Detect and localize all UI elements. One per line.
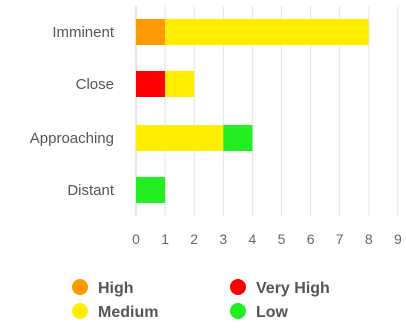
x-tick-label: 1 (161, 231, 169, 247)
bar-segment (136, 177, 166, 203)
bar-segment (136, 125, 224, 151)
legend-label: Medium (98, 304, 158, 321)
legend-swatch (230, 279, 246, 295)
legend-label: Low (256, 304, 289, 321)
legend-swatch (230, 303, 246, 319)
bar-segment (136, 19, 166, 45)
bar-segment (165, 19, 369, 45)
x-tick-labels: 0 1 2 3 4 5 6 7 8 9 (132, 231, 402, 247)
x-tick-label: 2 (190, 231, 198, 247)
category-label: Imminent (52, 24, 115, 41)
legend-label: High (98, 280, 134, 297)
x-tick-label: 8 (365, 231, 373, 247)
bar-segment (223, 125, 253, 151)
x-tick-label: 5 (278, 231, 286, 247)
x-tick-label: 6 (307, 231, 315, 247)
legend: High Very High Medium Low (72, 279, 330, 321)
x-tick-label: 4 (249, 231, 257, 247)
legend-swatch (72, 279, 88, 295)
x-tick-label: 7 (336, 231, 344, 247)
category-label: Distant (67, 182, 115, 199)
x-tick-label: 9 (394, 231, 402, 247)
category-labels: Imminent Close Approaching Distant (30, 24, 115, 199)
legend-label: Very High (256, 280, 330, 297)
x-tick-label: 3 (219, 231, 227, 247)
bars (136, 19, 369, 203)
legend-swatch (72, 303, 88, 319)
category-label: Close (76, 76, 114, 93)
x-tick-label: 0 (132, 231, 140, 247)
bar-segment (165, 71, 195, 97)
bar-segment (136, 71, 166, 97)
category-label: Approaching (30, 130, 114, 147)
